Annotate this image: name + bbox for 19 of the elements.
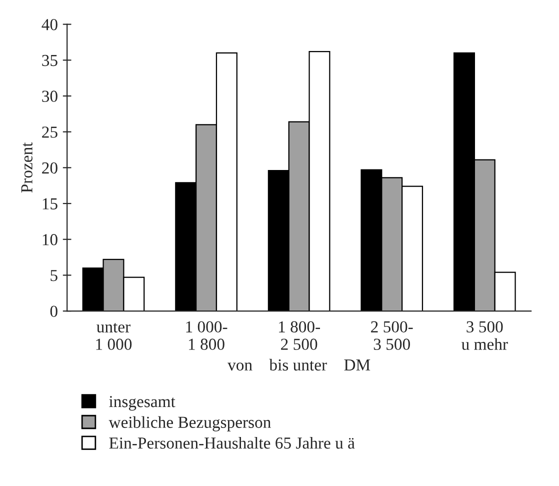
- y-axis-title: Prozent: [21, 142, 32, 193]
- legend-label: insgesamt: [109, 396, 176, 411]
- x-tick-label: 1 800- 2 500: [279, 321, 320, 350]
- legend-label: weibliche Bezugsperson: [108, 416, 271, 432]
- y-tick-label: 10: [42, 234, 58, 246]
- y-tick-label: 5: [50, 270, 58, 282]
- x-tick-label: 1 000- 1 800: [186, 321, 228, 350]
- y-tick-label: 30: [42, 90, 58, 102]
- x-tick-label: 2 500- 3 500: [371, 321, 413, 350]
- y-tick-label: 35: [42, 54, 58, 66]
- y-tick-label: 20: [42, 162, 58, 174]
- y-tick-label: 40: [42, 19, 58, 30]
- y-tick-label: 0: [50, 306, 58, 317]
- x-tick-label: 3 500 u mehr: [462, 321, 508, 350]
- y-tick-label: 25: [42, 126, 58, 138]
- y-tick-label: 15: [42, 198, 58, 210]
- x-axis-title: von bis unter DM: [228, 358, 370, 371]
- legend-label: Ein-Personen-Haushalte 65 Jahre u ä: [109, 436, 355, 449]
- x-tick-label: unter 1 000: [96, 322, 132, 350]
